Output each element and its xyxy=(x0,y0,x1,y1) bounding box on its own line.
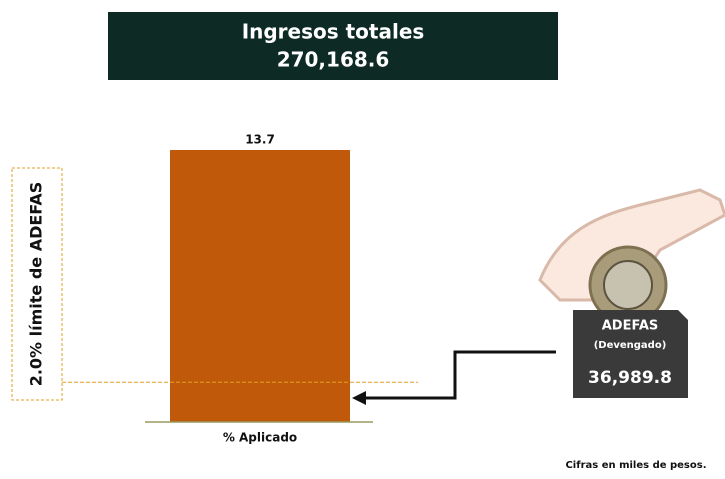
arrow-head xyxy=(352,391,366,405)
chart-title: Ingresos totales xyxy=(242,20,425,44)
callout-box xyxy=(573,310,688,398)
x-tick-label: % Aplicado xyxy=(223,431,297,445)
value-label: 13.7 xyxy=(245,133,275,147)
coin-center xyxy=(603,260,653,310)
callout-value: 36,989.8 xyxy=(588,368,672,388)
reference-label: 2.0% límite de ADEFAS xyxy=(27,182,46,387)
chart-subtitle: 270,168.6 xyxy=(277,48,390,72)
footnote: Cifras en miles de pesos. xyxy=(565,460,706,471)
callout-subtitle: (Devengado) xyxy=(594,340,667,351)
reference-label-box xyxy=(11,167,63,401)
bar xyxy=(170,150,350,422)
arrow xyxy=(362,350,556,400)
header-box xyxy=(108,12,558,80)
callout-title: ADEFAS xyxy=(602,319,659,334)
